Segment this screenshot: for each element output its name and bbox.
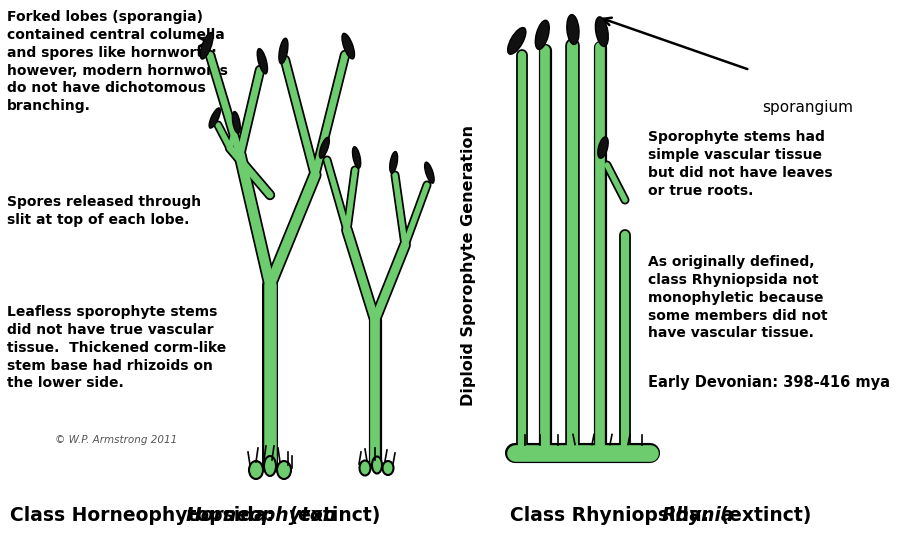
Ellipse shape [258,49,268,74]
Ellipse shape [210,108,220,128]
Text: (extinct): (extinct) [714,506,812,525]
Ellipse shape [264,456,276,476]
Ellipse shape [277,461,291,479]
Text: Sporophyte stems had
simple vascular tissue
but did not have leaves
or true root: Sporophyte stems had simple vascular tis… [648,130,833,197]
Text: Rhynia: Rhynia [662,506,735,525]
Text: Spores released through
slit at top of each lobe.: Spores released through slit at top of e… [7,195,201,227]
Text: Class Rhyniopsida:: Class Rhyniopsida: [510,506,716,525]
Ellipse shape [598,137,609,158]
Ellipse shape [359,461,370,476]
Text: © W.P. Armstrong 2011: © W.P. Armstrong 2011 [55,435,177,445]
Text: Early Devonian: 398-416 mya: Early Devonian: 398-416 mya [648,375,890,390]
Text: As originally defined,
class Rhyniopsida not
monophyletic because
some members d: As originally defined, class Rhyniopsida… [648,255,827,340]
Ellipse shape [342,33,355,59]
Ellipse shape [535,20,550,49]
Ellipse shape [249,461,263,479]
Text: (extinct): (extinct) [283,506,380,525]
Text: Forked lobes (sporangia)
contained central columella
and spores like hornworts;
: Forked lobes (sporangia) contained centr… [7,10,228,113]
Ellipse shape [567,14,579,44]
Ellipse shape [424,162,434,183]
Ellipse shape [595,17,609,47]
Ellipse shape [319,137,329,158]
Text: Leafless sporophyte stems
did not have true vascular
tissue.  Thickened corm-lik: Leafless sporophyte stems did not have t… [7,305,226,391]
Text: Class Horneophytopsida:: Class Horneophytopsida: [10,506,280,525]
Ellipse shape [383,461,394,475]
Ellipse shape [390,151,397,173]
Text: Horneophyton: Horneophyton [186,506,337,525]
Text: sporangium: sporangium [762,100,853,115]
Ellipse shape [353,147,361,168]
Ellipse shape [508,28,526,54]
Ellipse shape [278,38,288,64]
Ellipse shape [232,112,240,133]
Ellipse shape [372,456,382,473]
Text: Diploid Sporophyte Generation: Diploid Sporophyte Generation [461,125,475,406]
Ellipse shape [200,33,213,59]
